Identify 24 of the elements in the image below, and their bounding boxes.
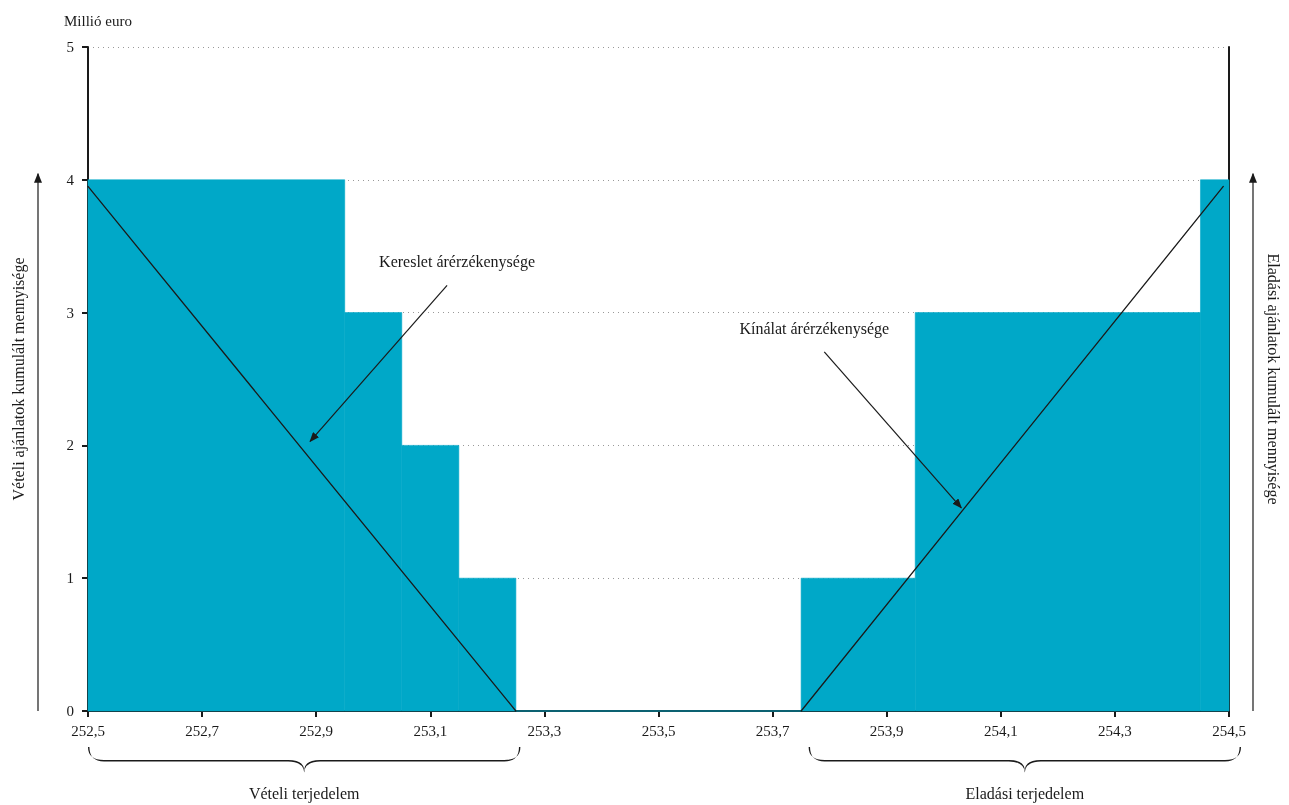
x-tick-label: 253,9 bbox=[869, 722, 904, 739]
x-tick-label: 252,9 bbox=[299, 722, 334, 739]
annotation: Kereslet árérzékenysége bbox=[379, 253, 536, 272]
text: Vételi terjedelem bbox=[248, 785, 361, 803]
x-tick-label: 253,1 bbox=[413, 722, 448, 739]
y-tick-label: 1 bbox=[66, 570, 74, 587]
x-tick-label: 253,7 bbox=[755, 722, 790, 739]
text: Millió euro bbox=[64, 13, 132, 29]
x-tick-label: 254,5 bbox=[1212, 722, 1246, 739]
y2-axis-title: Eladási ajánlatok kumulált mennyisége bbox=[1263, 253, 1282, 505]
x-tick-label: 254,1 bbox=[983, 722, 1018, 739]
x-tick-label: 253,5 bbox=[641, 722, 676, 739]
y-tick-label: 3 bbox=[66, 304, 74, 321]
y-tick-label: 2 bbox=[66, 437, 74, 454]
x-tick-label: 252,5 bbox=[71, 722, 105, 739]
x-tick-label: 253,3 bbox=[527, 722, 562, 739]
y-tick-label: 0 bbox=[66, 703, 74, 719]
text: Eladási terjedelem bbox=[965, 785, 1085, 803]
y-axis-title: Vételi ajánlatok kumulált mennyisége bbox=[9, 257, 28, 501]
y-tick-label: 5 bbox=[66, 39, 74, 55]
annotation: Kínálat árérzékenysége bbox=[739, 319, 890, 338]
x-tick-label: 252,7 bbox=[185, 722, 220, 739]
x-tick-label: 254,3 bbox=[1098, 722, 1132, 739]
y-tick-label: 4 bbox=[66, 171, 75, 188]
